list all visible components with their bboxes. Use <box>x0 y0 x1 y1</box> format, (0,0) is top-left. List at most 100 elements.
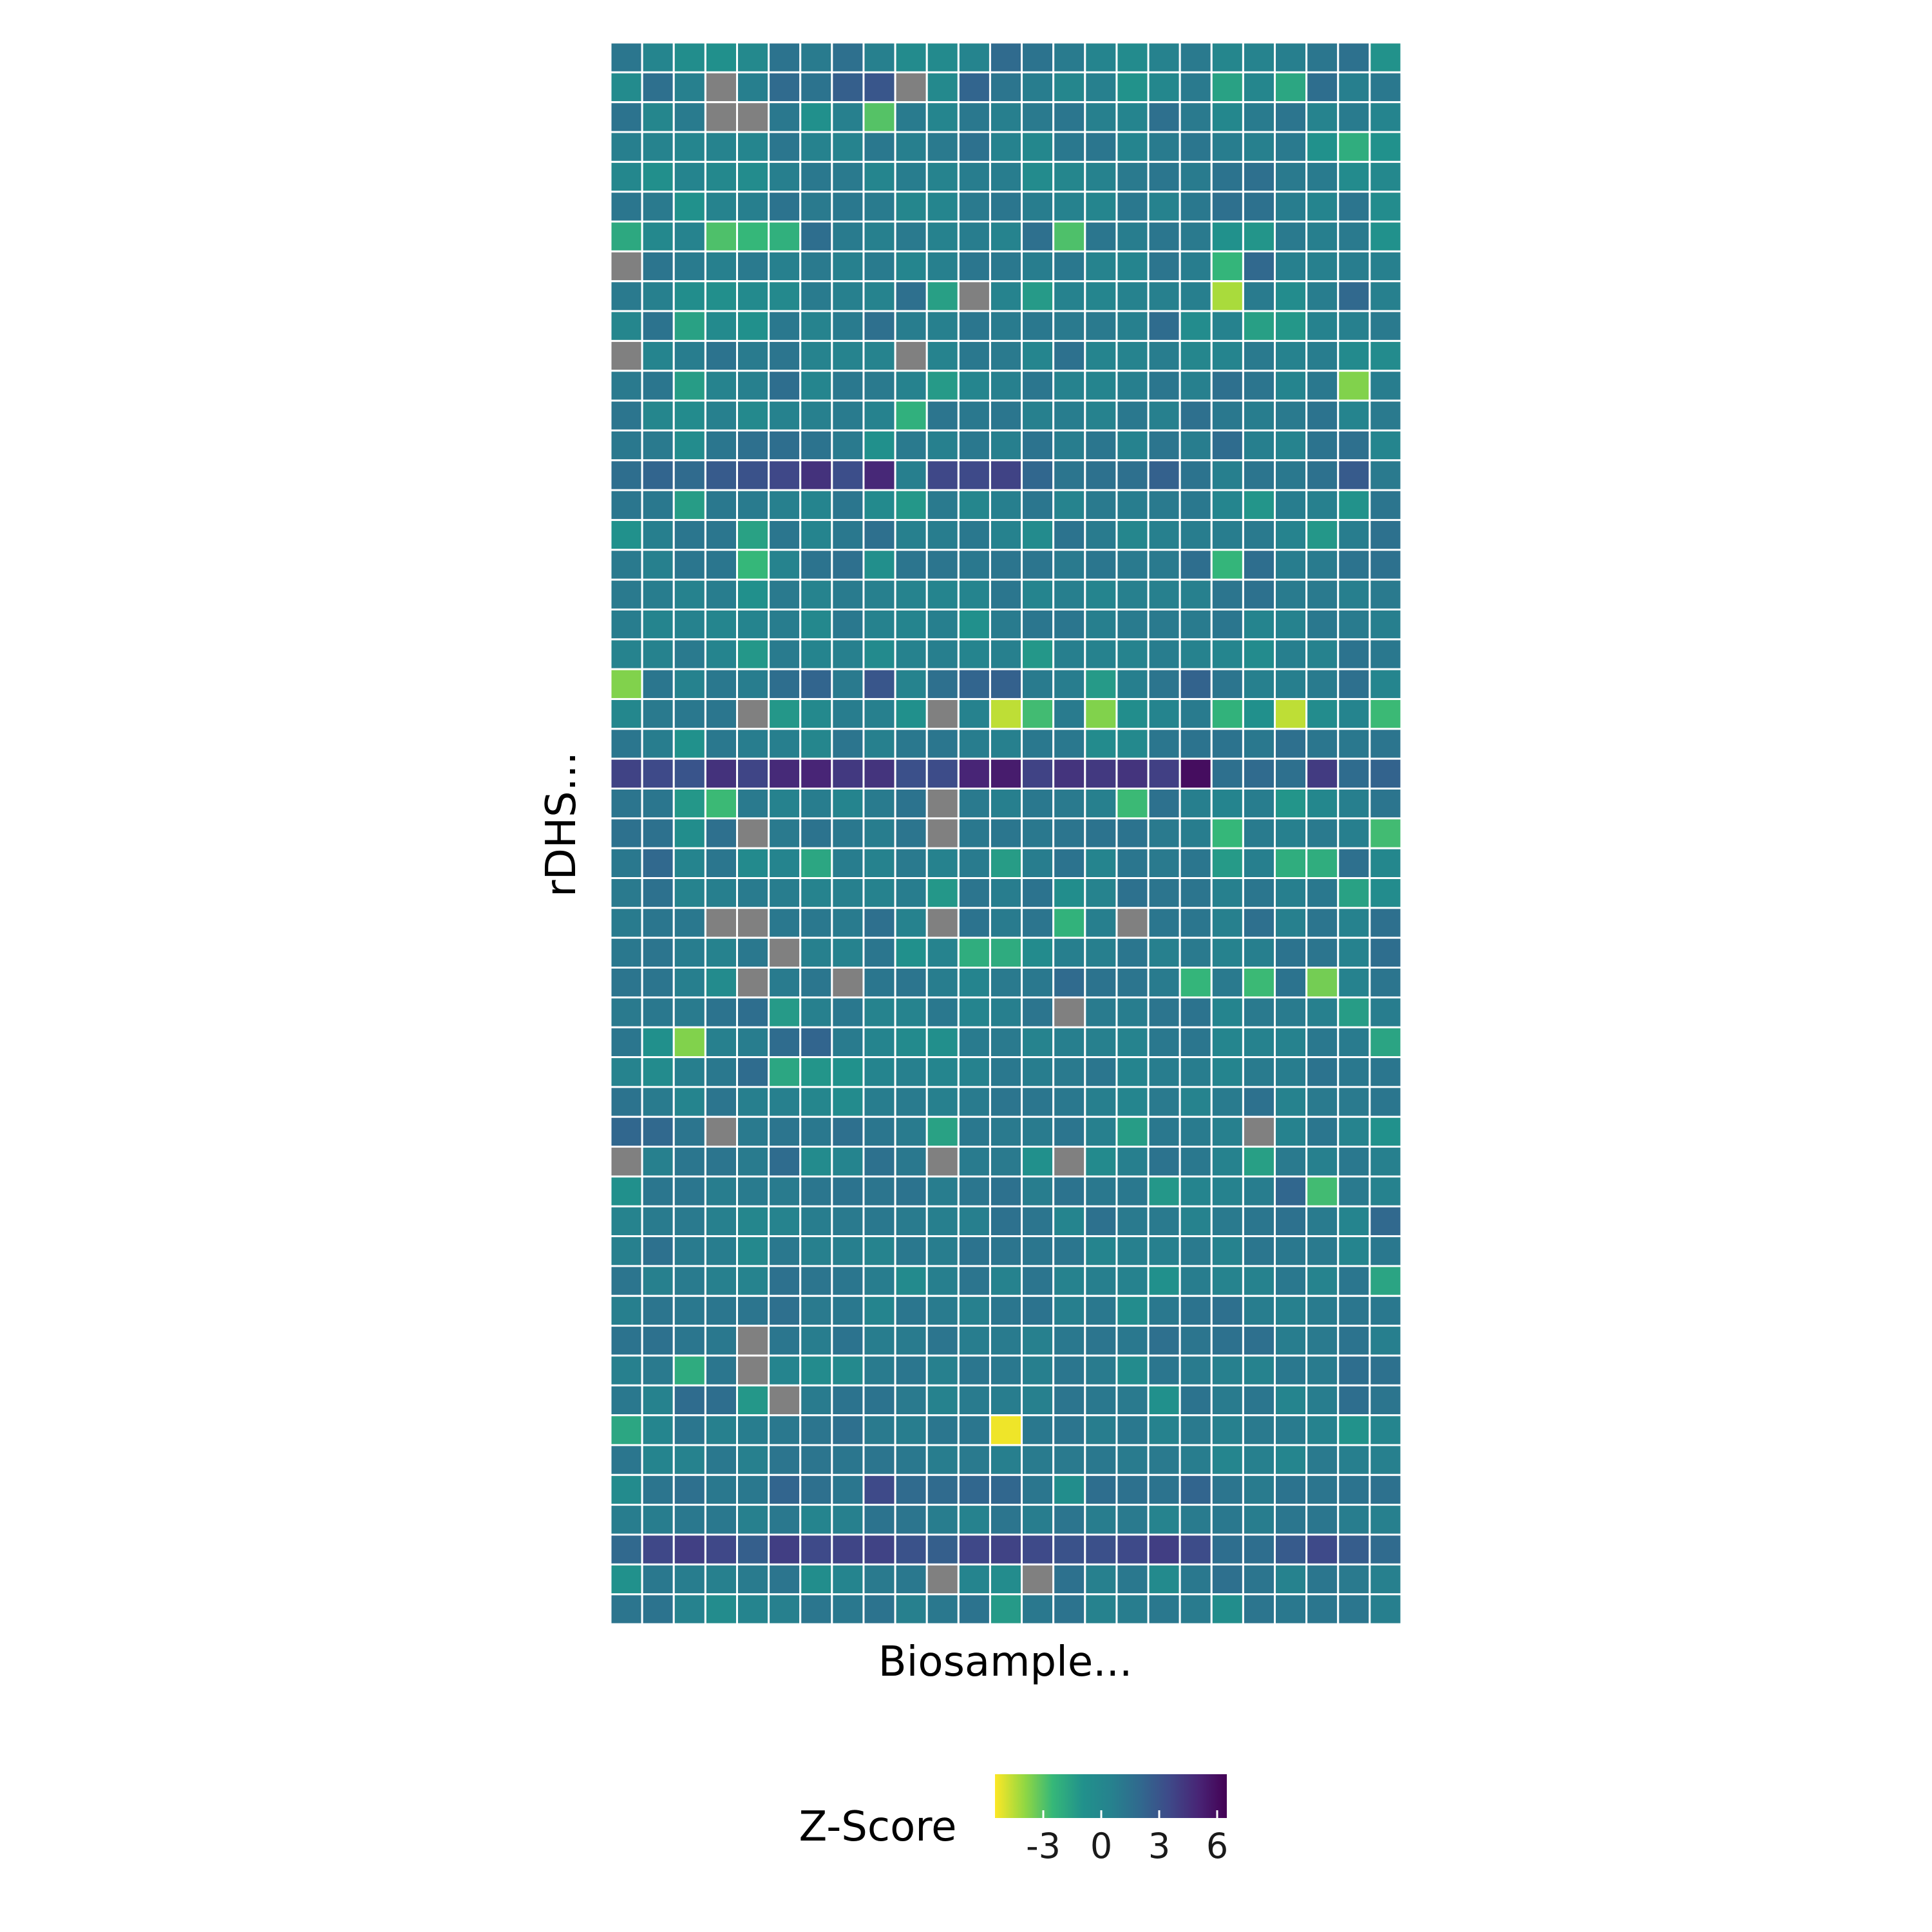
heatmap-cell <box>704 817 738 849</box>
heatmap-cell <box>894 608 928 641</box>
heatmap-cell <box>831 1265 865 1297</box>
heatmap-cell <box>735 131 770 163</box>
heatmap-cell <box>1274 1384 1308 1417</box>
legend-tick-label: 6 <box>1206 1826 1228 1866</box>
heatmap-cell <box>1274 191 1308 223</box>
heatmap-cell <box>831 160 865 193</box>
heatmap-cell <box>641 1533 675 1566</box>
heatmap-cell <box>1115 1175 1150 1208</box>
heatmap-cell <box>1274 847 1308 880</box>
heatmap-cell <box>609 1086 643 1118</box>
heatmap-cell <box>1242 1563 1276 1596</box>
heatmap-cell <box>768 1175 802 1208</box>
heatmap-cell <box>609 787 643 820</box>
heatmap-cell <box>1115 1294 1150 1327</box>
heatmap-cell <box>799 489 833 521</box>
heatmap-cell <box>1021 1086 1055 1118</box>
heatmap-cell <box>989 728 1023 760</box>
heatmap-cell <box>641 399 675 431</box>
heatmap-cell <box>1337 191 1371 223</box>
heatmap-cell <box>609 1294 643 1327</box>
heatmap-cell <box>1021 71 1055 104</box>
heatmap-cell <box>672 1115 706 1148</box>
heatmap-cell <box>609 429 643 462</box>
heatmap-cell <box>957 220 991 252</box>
heatmap-cell <box>1052 877 1086 909</box>
heatmap-cell <box>704 370 738 402</box>
heatmap-cell <box>1147 877 1181 909</box>
heatmap-cell <box>609 160 643 193</box>
heatmap-cell-missing <box>1052 996 1086 1028</box>
heatmap-cell <box>1084 1056 1118 1088</box>
heatmap-cell <box>957 1504 991 1536</box>
heatmap-cell <box>1084 787 1118 820</box>
heatmap-cell <box>1147 1325 1181 1357</box>
heatmap-cell <box>1368 1593 1403 1625</box>
heatmap-cell <box>1115 131 1150 163</box>
heatmap-cell <box>1337 578 1371 611</box>
heatmap-cell <box>862 1265 896 1297</box>
heatmap-cell <box>1305 996 1340 1028</box>
heatmap-cell <box>704 1056 738 1088</box>
heatmap-cell <box>672 310 706 342</box>
heatmap-cell <box>831 280 865 312</box>
heatmap-cell <box>799 1504 833 1536</box>
heatmap-cell <box>1179 489 1213 521</box>
heatmap-cell <box>1179 41 1213 73</box>
heatmap-cell <box>735 728 770 760</box>
heatmap-cell <box>1084 1294 1118 1327</box>
heatmap-cell <box>735 310 770 342</box>
heatmap-cell <box>1052 518 1086 551</box>
heatmap-cell <box>925 847 960 880</box>
heatmap-cell <box>925 250 960 283</box>
heatmap-cell <box>609 1175 643 1208</box>
heatmap-cell <box>862 310 896 342</box>
heatmap-cell <box>609 907 643 939</box>
heatmap-cell <box>1337 1205 1371 1238</box>
heatmap-cell <box>704 996 738 1028</box>
heatmap-cell <box>1210 1205 1244 1238</box>
heatmap-cell <box>1274 1235 1308 1267</box>
heatmap-cell <box>704 429 738 462</box>
heatmap-cell <box>704 787 738 820</box>
heatmap-cell <box>1179 549 1213 581</box>
heatmap-cell <box>768 757 802 790</box>
heatmap-cell <box>1147 1146 1181 1178</box>
heatmap-cell <box>1179 1444 1213 1476</box>
heatmap-cell <box>1084 370 1118 402</box>
heatmap-cell <box>1242 608 1276 641</box>
heatmap-cell <box>1274 160 1308 193</box>
heatmap-cell <box>831 1384 865 1417</box>
heatmap-cell <box>862 817 896 849</box>
heatmap-cell <box>925 160 960 193</box>
heatmap-cell <box>1115 817 1150 849</box>
heatmap-cell-missing <box>831 967 865 999</box>
heatmap-cell <box>768 1235 802 1267</box>
heatmap-cell <box>831 459 865 491</box>
heatmap-cell <box>957 668 991 700</box>
heatmap-cell <box>1242 638 1276 670</box>
heatmap-cell <box>831 489 865 521</box>
heatmap-cell <box>1084 907 1118 939</box>
heatmap-cell <box>1368 877 1403 909</box>
heatmap-cell <box>894 370 928 402</box>
heatmap-cell <box>1052 1473 1086 1506</box>
heatmap-cell <box>735 877 770 909</box>
heatmap-cell <box>894 310 928 342</box>
heatmap-cell <box>831 399 865 431</box>
heatmap-cell <box>1242 578 1276 611</box>
heatmap-cell <box>862 1205 896 1238</box>
heatmap-cell <box>925 399 960 431</box>
heatmap-cell <box>957 728 991 760</box>
heatmap-cell <box>1305 907 1340 939</box>
heatmap-cell <box>894 1593 928 1625</box>
heatmap-cell <box>641 1563 675 1596</box>
heatmap-cell <box>1084 280 1118 312</box>
heatmap-cell <box>1179 967 1213 999</box>
heatmap-cell <box>609 578 643 611</box>
heatmap-cell <box>799 1026 833 1059</box>
heatmap-cell <box>609 697 643 730</box>
heatmap-cell <box>799 160 833 193</box>
heatmap-cell <box>799 847 833 880</box>
heatmap-cell <box>862 787 896 820</box>
